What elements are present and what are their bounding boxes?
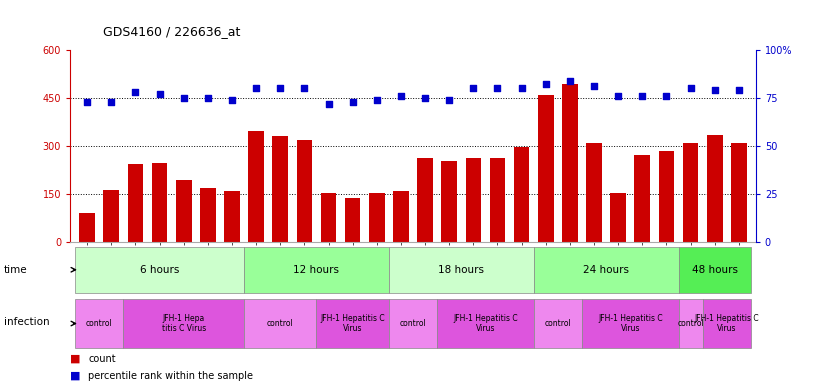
Point <box>322 101 335 107</box>
Bar <box>244 299 316 348</box>
Text: 24 hours: 24 hours <box>583 265 629 275</box>
Point <box>394 93 407 99</box>
Bar <box>123 299 244 348</box>
Point <box>660 93 673 99</box>
Bar <box>316 299 389 348</box>
Point <box>297 85 311 91</box>
Bar <box>534 299 582 348</box>
Point <box>515 85 529 91</box>
Point <box>153 91 166 97</box>
Text: JFH-1 Hepatitis C
Virus: JFH-1 Hepatitis C Virus <box>598 314 662 333</box>
Bar <box>534 247 678 293</box>
Text: control: control <box>544 319 572 328</box>
Text: JFH-1 Hepatitis C
Virus: JFH-1 Hepatitis C Virus <box>453 314 518 333</box>
Text: GDS4160 / 226636_at: GDS4160 / 226636_at <box>103 25 240 38</box>
Bar <box>634 155 650 242</box>
Text: control: control <box>267 319 293 328</box>
Point <box>636 93 649 99</box>
Text: time: time <box>4 265 28 275</box>
Point <box>346 99 359 105</box>
Bar <box>344 198 360 242</box>
Point <box>708 87 721 93</box>
Bar <box>297 139 312 242</box>
Point <box>587 83 601 89</box>
Bar <box>79 213 95 242</box>
Point <box>684 85 697 91</box>
Text: JFH-1 Hepatitis C
Virus: JFH-1 Hepatitis C Virus <box>695 314 759 333</box>
Bar <box>678 247 751 293</box>
Text: control: control <box>86 319 112 328</box>
Bar <box>320 193 336 242</box>
Bar <box>176 180 192 242</box>
Point <box>80 99 93 105</box>
Bar <box>562 84 577 242</box>
Bar <box>678 299 703 348</box>
Bar <box>490 158 506 242</box>
Bar <box>437 299 534 348</box>
Bar <box>127 164 143 242</box>
Bar <box>369 193 385 242</box>
Bar <box>707 136 723 242</box>
Point <box>611 93 624 99</box>
Text: 12 hours: 12 hours <box>293 265 339 275</box>
Text: ■: ■ <box>70 371 81 381</box>
Bar <box>249 131 264 242</box>
Bar <box>417 158 433 242</box>
Point <box>105 99 118 105</box>
Point <box>443 97 456 103</box>
Text: JFH-1 Hepa
titis C Virus: JFH-1 Hepa titis C Virus <box>162 314 206 333</box>
Bar <box>441 161 457 242</box>
Bar <box>466 158 482 242</box>
Bar <box>610 193 626 242</box>
Bar <box>200 188 216 242</box>
Point <box>129 89 142 95</box>
Text: control: control <box>677 319 704 328</box>
Text: 48 hours: 48 hours <box>691 265 738 275</box>
Bar <box>152 162 168 242</box>
Bar <box>538 95 553 242</box>
Point <box>563 78 577 84</box>
Text: percentile rank within the sample: percentile rank within the sample <box>88 371 254 381</box>
Point <box>467 85 480 91</box>
Point <box>419 95 432 101</box>
Point <box>225 97 239 103</box>
Bar <box>75 247 244 293</box>
Point <box>249 85 263 91</box>
Bar <box>244 247 389 293</box>
Point <box>202 95 215 101</box>
Bar <box>586 143 602 242</box>
Bar <box>389 247 534 293</box>
Bar <box>658 151 674 242</box>
Bar <box>75 299 123 348</box>
Text: infection: infection <box>4 317 50 327</box>
Point <box>370 97 383 103</box>
Text: 6 hours: 6 hours <box>140 265 179 275</box>
Point <box>491 85 504 91</box>
Text: count: count <box>88 354 116 364</box>
Text: 18 hours: 18 hours <box>439 265 484 275</box>
Point <box>177 95 190 101</box>
Text: JFH-1 Hepatitis C
Virus: JFH-1 Hepatitis C Virus <box>320 314 385 333</box>
Bar <box>389 299 437 348</box>
Bar <box>703 299 751 348</box>
Point <box>273 85 287 91</box>
Text: control: control <box>400 319 426 328</box>
Bar <box>103 190 119 242</box>
Bar <box>731 143 747 242</box>
Point <box>733 87 746 93</box>
Bar <box>514 147 529 242</box>
Point <box>539 81 553 88</box>
Bar <box>393 191 409 242</box>
Text: ■: ■ <box>70 354 81 364</box>
Bar <box>683 143 699 242</box>
Bar <box>582 299 678 348</box>
Bar <box>224 191 240 242</box>
Bar <box>273 136 288 242</box>
